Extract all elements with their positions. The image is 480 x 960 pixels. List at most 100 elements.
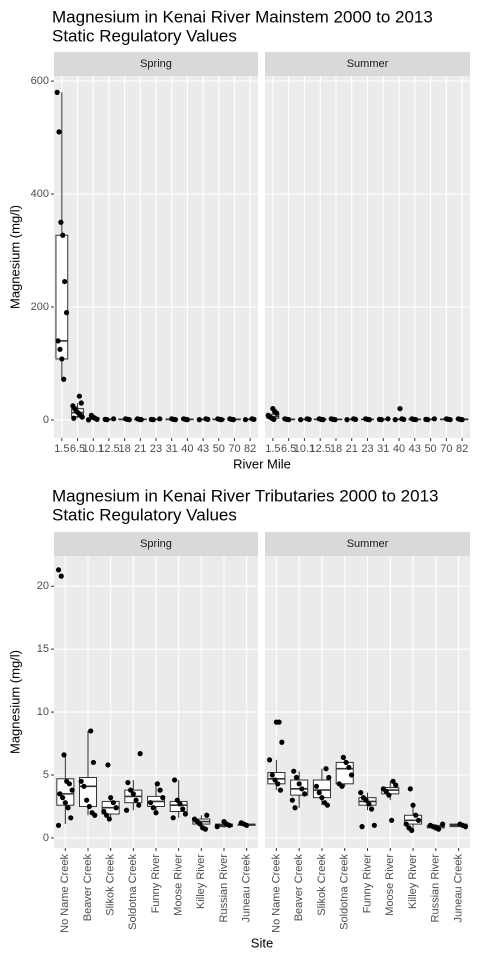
x-tick-label: Funny River xyxy=(150,854,162,914)
point xyxy=(279,739,285,745)
x-tick-label: Juneau Creek xyxy=(453,854,465,923)
point xyxy=(323,766,329,772)
point xyxy=(204,812,210,818)
point xyxy=(182,811,189,817)
strip-label: Spring xyxy=(140,538,172,550)
point xyxy=(177,801,183,807)
x-tick-label: No Name Creek xyxy=(59,854,71,933)
point xyxy=(85,417,92,423)
point xyxy=(366,417,372,423)
point xyxy=(61,752,67,758)
point xyxy=(105,762,111,768)
point xyxy=(274,410,280,416)
point xyxy=(298,417,304,423)
x-tick-label: 43 xyxy=(197,443,209,455)
x-tick-label: 10.1 xyxy=(294,443,315,455)
point xyxy=(58,219,64,225)
y-tick-label: 600 xyxy=(31,75,49,87)
point xyxy=(78,400,84,406)
point xyxy=(440,821,446,827)
x-tick-label: 40 xyxy=(181,443,193,455)
x-tick-label: Moose River xyxy=(384,854,396,916)
point xyxy=(153,810,159,816)
point xyxy=(313,783,320,789)
point xyxy=(276,719,282,725)
y-tick-label: 400 xyxy=(31,188,49,200)
x-tick-label: 82 xyxy=(456,443,468,455)
point xyxy=(184,417,190,423)
point xyxy=(113,805,119,811)
strip-label: Spring xyxy=(140,58,172,70)
point xyxy=(425,417,431,423)
point xyxy=(366,801,372,807)
point xyxy=(57,346,63,352)
point xyxy=(413,812,419,818)
point xyxy=(326,774,332,781)
point xyxy=(81,783,87,789)
y-tick-label: 10 xyxy=(37,706,49,718)
point xyxy=(383,788,389,794)
point xyxy=(251,416,257,422)
point xyxy=(363,797,369,803)
point xyxy=(128,787,134,793)
point xyxy=(369,806,375,812)
point xyxy=(339,783,345,789)
point xyxy=(55,338,61,344)
point xyxy=(94,416,100,422)
point xyxy=(286,417,292,423)
point xyxy=(137,751,143,757)
point xyxy=(358,790,364,796)
point xyxy=(90,759,97,766)
point xyxy=(172,417,179,423)
point xyxy=(413,417,419,423)
point xyxy=(289,797,295,803)
point xyxy=(88,728,94,734)
point xyxy=(154,781,160,787)
point xyxy=(409,827,415,833)
point xyxy=(71,415,77,421)
point xyxy=(170,815,176,821)
x-tick-label: 6.5 xyxy=(70,443,85,455)
point xyxy=(407,786,413,792)
point xyxy=(150,805,156,811)
point xyxy=(244,822,250,828)
point xyxy=(108,795,114,801)
point xyxy=(103,812,110,818)
x-tick-label: Juneau Creek xyxy=(241,854,253,923)
x-tick-label: Moose River xyxy=(173,854,185,916)
chart-title: Magnesium in Kenai River Tributaries 200… xyxy=(52,486,439,505)
point xyxy=(111,416,117,422)
point xyxy=(66,781,73,787)
point xyxy=(431,416,437,422)
y-tick-label: 200 xyxy=(31,301,49,313)
point xyxy=(435,826,442,832)
y-tick-label: 0 xyxy=(43,414,49,426)
point xyxy=(389,817,395,823)
point xyxy=(65,805,71,811)
point xyxy=(397,406,403,412)
point xyxy=(272,777,278,783)
x-tick-label: 6.5 xyxy=(281,443,296,455)
y-axis-label: Magnesium (mg/l) xyxy=(7,650,22,754)
point xyxy=(60,232,66,238)
point xyxy=(101,808,107,815)
point xyxy=(68,815,74,821)
point xyxy=(196,417,202,423)
strip xyxy=(54,52,258,76)
point xyxy=(61,376,67,382)
point xyxy=(271,416,277,422)
point xyxy=(299,786,305,792)
strip xyxy=(265,52,470,76)
point xyxy=(447,417,453,423)
x-tick-label: Soldotna Creek xyxy=(339,854,351,930)
point xyxy=(319,795,325,801)
x-tick-label: No Name Creek xyxy=(270,854,282,933)
x-tick-label: 18 xyxy=(330,443,342,455)
x-tick-label: 1.5 xyxy=(54,443,69,455)
x-tick-label: 70 xyxy=(228,443,240,455)
point xyxy=(157,787,163,793)
x-tick-label: Slikok Creek xyxy=(316,854,328,916)
x-tick-label: 50 xyxy=(424,443,436,455)
point xyxy=(277,787,284,793)
